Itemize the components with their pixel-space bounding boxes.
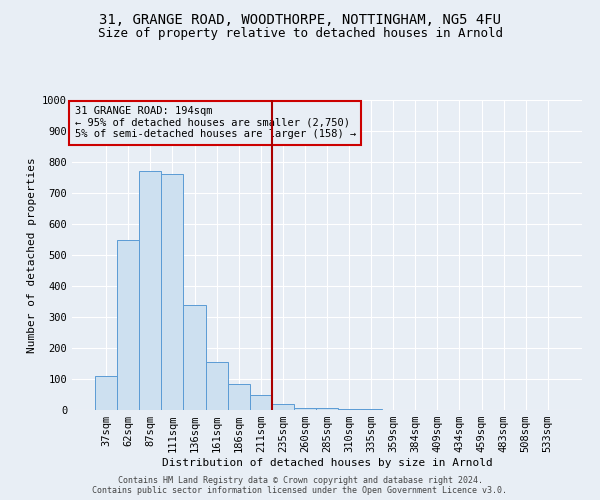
Bar <box>272 404 294 410</box>
Text: Size of property relative to detached houses in Arnold: Size of property relative to detached ho… <box>97 28 503 40</box>
Y-axis label: Number of detached properties: Number of detached properties <box>26 157 37 353</box>
Bar <box>206 362 227 410</box>
Bar <box>184 304 206 410</box>
Bar <box>95 376 117 410</box>
Bar <box>139 172 161 410</box>
Bar <box>161 174 184 410</box>
Bar <box>316 408 338 410</box>
Bar <box>227 384 250 410</box>
Bar <box>294 408 316 410</box>
Text: 31 GRANGE ROAD: 194sqm
← 95% of detached houses are smaller (2,750)
5% of semi-d: 31 GRANGE ROAD: 194sqm ← 95% of detached… <box>74 106 356 140</box>
Bar <box>338 409 360 410</box>
Text: 31, GRANGE ROAD, WOODTHORPE, NOTTINGHAM, NG5 4FU: 31, GRANGE ROAD, WOODTHORPE, NOTTINGHAM,… <box>99 12 501 26</box>
Bar <box>250 394 272 410</box>
X-axis label: Distribution of detached houses by size in Arnold: Distribution of detached houses by size … <box>161 458 493 468</box>
Text: Contains HM Land Registry data © Crown copyright and database right 2024.
Contai: Contains HM Land Registry data © Crown c… <box>92 476 508 495</box>
Bar <box>117 240 139 410</box>
